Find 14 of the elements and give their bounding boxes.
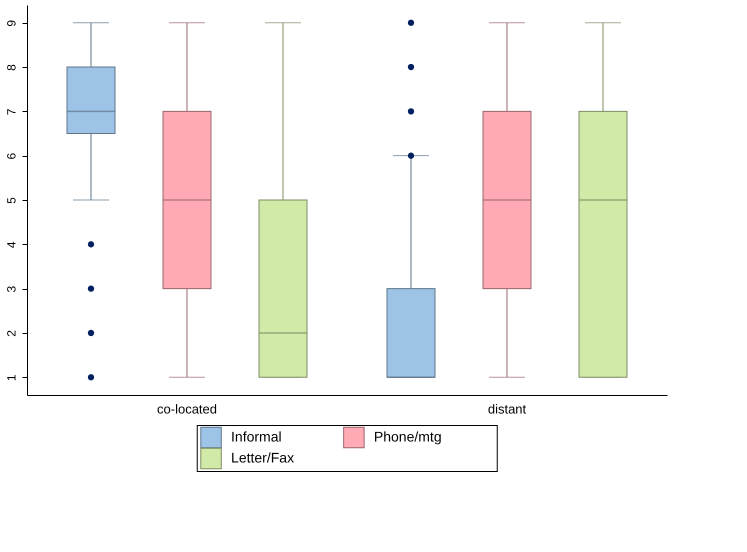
y-tick-label: 7 [4, 108, 18, 116]
y-tick-label: 2 [4, 330, 18, 337]
y-tick-label: 4 [4, 241, 18, 248]
y-tick-label: 5 [4, 196, 18, 204]
legend-label: Informal [231, 428, 282, 445]
x-tick-label: co-located [157, 402, 217, 416]
x-tick-label: distant [488, 402, 527, 416]
y-tick-label: 3 [4, 285, 18, 292]
legend-label: Phone/mtg [374, 428, 442, 445]
y-tick-label: 8 [4, 64, 18, 71]
y-tick-label: 9 [4, 20, 18, 27]
y-tick-label: 6 [4, 152, 18, 160]
y-tick-label: 1 [4, 374, 18, 382]
legend-label: Letter/Fax [231, 449, 294, 466]
